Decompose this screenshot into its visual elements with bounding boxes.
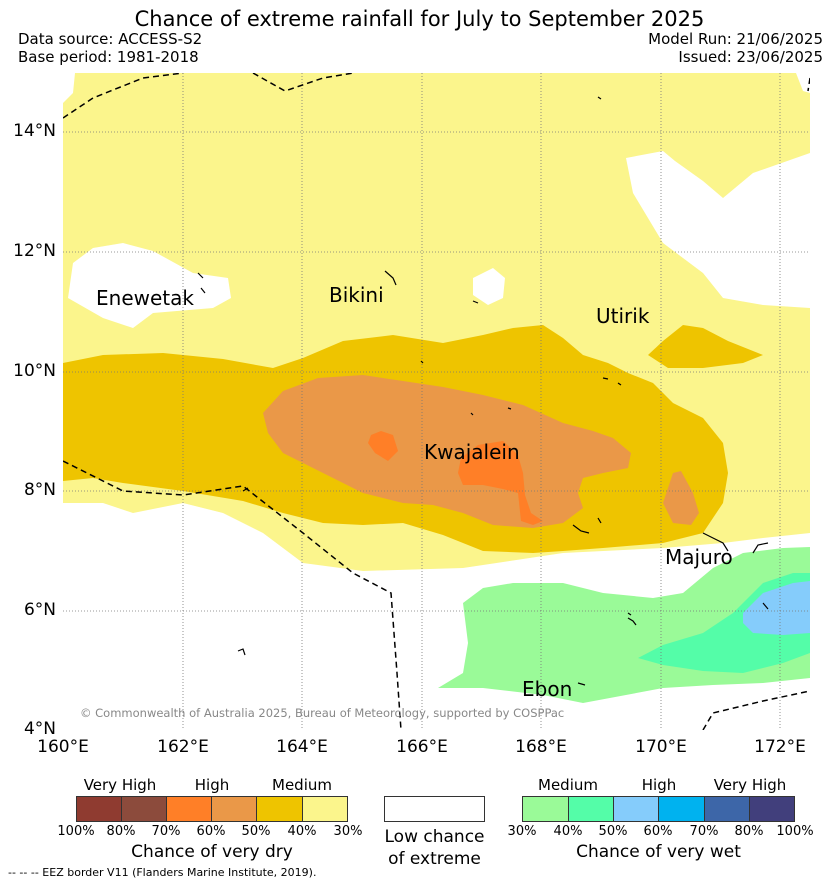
dry-medium-high-region-utirik [648,325,763,368]
wet-legend-tick: 100% [776,824,814,839]
wet-legend-caption: Chance of very wet [576,842,741,862]
dry-legend-tick: 80% [106,824,136,839]
map-title: Chance of extreme rainfall for July to S… [134,7,705,31]
dry-legend-header: High [194,776,230,794]
wet-swatch [568,796,614,822]
wet-legend-tick: 30% [507,824,537,839]
eez-border [63,73,810,730]
dry-legend-header: Very High [83,776,157,794]
lat-label: 6°N [23,600,56,620]
wet-swatch [704,796,750,822]
lat-label: 14°N [13,121,56,141]
wet-swatch [749,796,795,822]
copyright-notice: © Commonwealth of Australia 2025, Bureau… [80,706,565,720]
lon-label: 168°E [515,737,567,757]
wet-legend-header: Medium [538,776,598,794]
island-outlines [197,96,769,686]
place-label-enewetak: Enewetak [96,286,194,310]
wet-legend-tick: 70% [689,824,719,839]
dry-swatch [302,796,348,822]
low-chance-swatch [384,796,485,822]
place-label-kwajalein: Kwajalein [424,440,520,464]
dry-high-core-small [368,431,398,461]
wet-legend-header: High [641,776,677,794]
low-chance-region-ne [626,151,810,308]
place-label-bikini: Bikini [329,283,384,307]
lon-label: 172°E [754,737,806,757]
dry-legend-tick: 30% [333,824,363,839]
dry-high-core-region [458,441,543,525]
wet-legend-tick: 40% [553,824,583,839]
lon-label: 170°E [635,737,687,757]
wet-legend-tick: 50% [598,824,628,839]
dry-swatch [256,796,303,822]
base-period-label: Base period: 1981-2018 [18,48,199,66]
wet-high-region [743,581,810,635]
lat-label: 10°N [13,361,56,381]
place-label-ebon: Ebon [522,677,573,701]
wet-swatch [613,796,659,822]
low-chance-region-enewetak [68,243,231,328]
lon-label: 160°E [37,737,89,757]
dry-high-region [263,375,631,528]
wet-legend-header: Very High [713,776,787,794]
wet-legend-tick: 80% [734,824,764,839]
lon-label: 166°E [396,737,448,757]
wet-swatch [522,796,569,822]
dry-high-region-east [663,471,699,525]
low-chance-caption-line1: Low chance [384,827,485,847]
place-label-majuro: Majuro [665,545,733,569]
wet-swatch [658,796,705,822]
lat-label: 8°N [23,480,56,500]
rainfall-map [63,73,810,730]
dry-legend-header: Medium [272,776,332,794]
place-label-utirik: Utirik [596,304,650,328]
eez-footnote: -- -- -- EEZ border V11 (Flanders Marine… [8,866,317,879]
low-chance-region-topleft [63,73,75,103]
dry-swatch [211,796,257,822]
dry-legend-tick: 50% [241,824,271,839]
dry-swatch [121,796,167,822]
dry-legend-tick: 40% [287,824,317,839]
lat-label: 4°N [23,719,56,739]
data-source-label: Data source: ACCESS-S2 [18,30,203,48]
issued-date-label: Issued: 23/06/2025 [678,48,823,66]
dry-legend-tick: 60% [196,824,226,839]
lon-label: 162°E [157,737,209,757]
low-chance-region-small [473,268,505,305]
lon-label: 164°E [276,737,328,757]
model-run-label: Model Run: 21/06/2025 [648,30,823,48]
dry-legend-tick: 70% [151,824,181,839]
dry-swatch [166,796,212,822]
low-chance-caption-line2: of extreme [388,849,481,869]
lat-label: 12°N [13,241,56,261]
dry-legend-tick: 100% [57,824,95,839]
wet-legend-tick: 60% [643,824,673,839]
dry-legend-caption: Chance of very dry [131,842,293,862]
dry-swatch [76,796,122,822]
